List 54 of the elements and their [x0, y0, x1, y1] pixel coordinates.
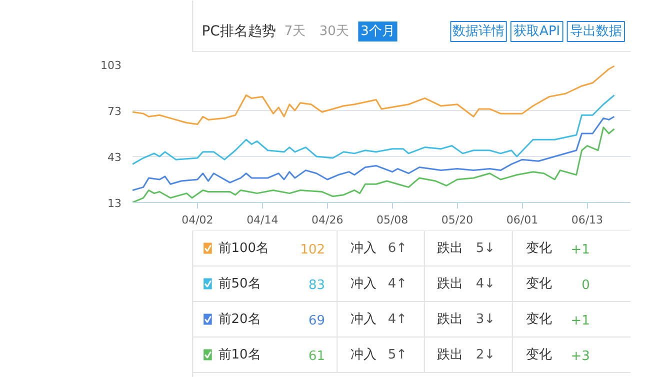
text: 102: [300, 242, 326, 258]
y-tick-label: 43: [108, 151, 122, 164]
text: 冲入: [350, 276, 377, 292]
legend-label: 前10名: [218, 347, 261, 362]
text: 变化: [526, 312, 552, 327]
text: 2↓: [476, 347, 496, 362]
text: 跌出: [437, 276, 464, 292]
text: 7天: [284, 24, 306, 39]
text: 变化: [526, 276, 552, 292]
text: 跌出: [437, 312, 464, 327]
x-tick-label: 06/13: [571, 214, 604, 226]
text: 5↓: [476, 240, 496, 256]
text: 4↑: [388, 312, 408, 327]
text: 冲入: [350, 347, 377, 362]
line-series: [132, 126, 616, 202]
text: 69: [308, 313, 326, 328]
chart-title: PC排名趋势: [202, 24, 276, 40]
text: 变化: [526, 347, 552, 362]
text: 跌出: [437, 347, 464, 362]
y-tick-label: 103: [100, 59, 122, 72]
text: 83: [308, 278, 326, 293]
text: 数据详情: [452, 24, 505, 39]
text: +3: [570, 348, 590, 364]
x-tick-label: 06/01: [506, 214, 538, 226]
x-tick-label: 04/02: [182, 214, 214, 226]
text: 变化: [526, 240, 552, 256]
text: 跌出: [437, 240, 464, 256]
y-tick-label: 73: [108, 105, 122, 118]
legend-label: 前50名: [218, 276, 261, 292]
text: 61: [308, 348, 326, 364]
text: 获取API: [514, 24, 560, 39]
y-tick-label: 13: [108, 197, 122, 210]
legend-label: 前100名: [218, 240, 270, 256]
legend-label: 前20名: [218, 312, 261, 327]
x-tick-label: 05/08: [376, 214, 408, 226]
text: 5↑: [388, 347, 408, 362]
text: 0: [582, 278, 590, 293]
line-series: [132, 65, 616, 126]
text: 冲入: [350, 240, 377, 256]
text: 3↓: [476, 312, 496, 327]
text: 3个月: [360, 24, 395, 39]
text: 导出数据: [570, 24, 622, 39]
line-series: [132, 116, 616, 191]
x-tick-label: 05/20: [441, 214, 474, 226]
x-tick-label: 04/14: [246, 214, 278, 226]
text: 6↑: [388, 240, 408, 256]
line-series: [132, 94, 616, 165]
text: +1: [570, 313, 590, 328]
text: 30天: [319, 24, 349, 39]
text: 4↑: [388, 276, 408, 292]
text: 冲入: [350, 312, 377, 327]
text: +1: [570, 242, 590, 258]
text: 4↓: [476, 276, 496, 292]
x-tick-label: 04/26: [312, 214, 344, 226]
